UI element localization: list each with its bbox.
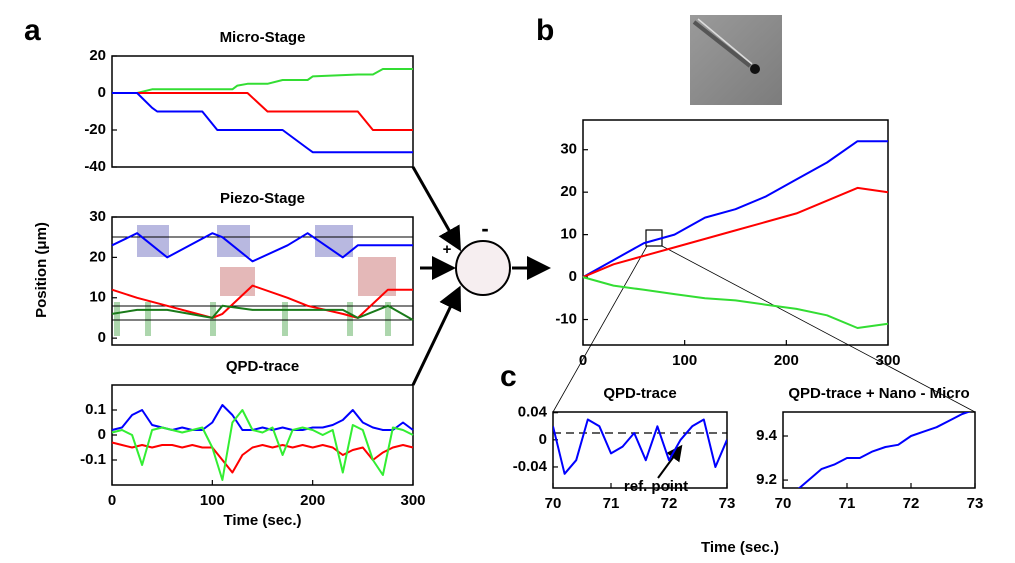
y-tick-label: 9.2: [756, 471, 777, 488]
panel-label: a: [24, 14, 41, 47]
x-tick-label: 70: [775, 495, 792, 512]
y-tick-label: 20: [560, 183, 577, 200]
sign: +: [443, 241, 452, 258]
x-tick-label: 71: [839, 495, 856, 512]
y-tick-label: 0.1: [85, 401, 106, 418]
plot-frame: [782, 411, 976, 489]
y-tick-label: 30: [560, 141, 577, 158]
x-tick-label: 72: [661, 495, 678, 512]
data-line: [553, 418, 727, 475]
data-line: [582, 276, 889, 329]
data-line: [111, 404, 414, 431]
y-tick-label: 0: [98, 84, 106, 101]
x-tick-label: 0: [579, 352, 587, 369]
y-tick-label: 9.4: [756, 427, 778, 444]
chart-title: QPD-trace: [226, 358, 299, 375]
x-tick-label: 200: [774, 352, 799, 369]
y-tick-label: 0.04: [518, 404, 548, 421]
chart-title: QPD-trace + Nano - Micro: [788, 385, 969, 402]
data-line: [111, 304, 414, 321]
data-line: [111, 284, 413, 319]
chart-title: Micro-Stage: [220, 29, 306, 46]
chart-title: Piezo-Stage: [220, 190, 305, 207]
y-tick-label: 0: [98, 329, 106, 346]
sign: -: [481, 216, 488, 241]
sign: +: [451, 289, 460, 306]
data-line: [111, 232, 413, 263]
panel-label: c: [500, 360, 517, 393]
x-tick-label: 0: [108, 492, 116, 509]
x-tick-label: 71: [603, 495, 620, 512]
y-tick-label: 0: [539, 431, 547, 448]
y-tick-label: 20: [89, 248, 106, 265]
plot-frame: [111, 384, 414, 486]
x-tick-label: 73: [967, 495, 984, 512]
data-line: [582, 186, 889, 279]
data-line: [111, 409, 414, 481]
y-tick-label: 0: [569, 268, 577, 285]
x-tick-label: 300: [400, 492, 425, 509]
panel-label: b: [536, 14, 554, 47]
y-tick-label: 10: [89, 289, 106, 306]
y-tick-label: -20: [84, 121, 106, 138]
y-tick-label: 30: [89, 208, 106, 225]
y-tick-label: 10: [560, 226, 577, 243]
combiner: [411, 166, 551, 386]
data-line: [797, 412, 972, 488]
x-axis-label: Time (sec.): [223, 512, 301, 529]
y-axis-label: Position (μm): [33, 222, 50, 318]
plot-frame: [582, 119, 889, 346]
x-tick-label: 72: [903, 495, 920, 512]
x-tick-label: 70: [545, 495, 562, 512]
x-tick-label: 73: [719, 495, 736, 512]
data-line: [111, 441, 414, 474]
y-tick-label: -0.1: [80, 451, 106, 468]
data-line: [582, 140, 888, 278]
micrograph: [690, 15, 782, 105]
x-axis-label: Time (sec.): [701, 539, 779, 556]
y-tick-label: -0.04: [513, 458, 548, 475]
zoom-indicator: [552, 229, 976, 479]
plot-frame: [552, 411, 728, 489]
plot-frame: [111, 55, 414, 168]
plot-frame: [111, 216, 414, 346]
chart-title: QPD-trace: [603, 385, 676, 402]
y-tick-label: 20: [89, 47, 106, 64]
x-tick-label: 200: [300, 492, 325, 509]
data-line: [112, 92, 413, 131]
data-line: [112, 92, 413, 154]
x-tick-label: 100: [672, 352, 697, 369]
y-tick-label: -10: [555, 310, 577, 327]
piezo-decorations: [112, 225, 413, 336]
x-tick-label: 300: [875, 352, 900, 369]
y-tick-label: 0: [98, 426, 106, 443]
y-tick-label: -40: [84, 158, 106, 175]
x-tick-label: 100: [200, 492, 225, 509]
data-line: [112, 68, 413, 94]
annotation: ref. point: [624, 478, 688, 495]
